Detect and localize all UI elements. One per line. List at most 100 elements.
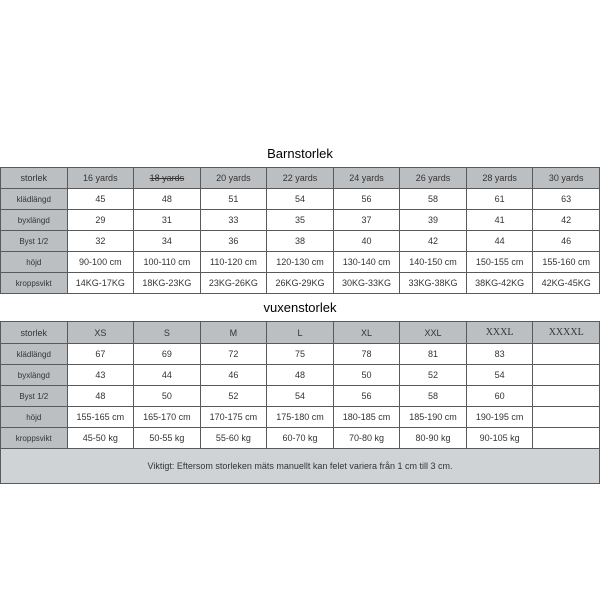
children-cell: 40 xyxy=(333,231,400,252)
adult-cell: 50 xyxy=(333,365,400,386)
children-cell: 61 xyxy=(466,189,533,210)
adult-header: storlek xyxy=(1,322,68,344)
children-row-label: höjd xyxy=(1,252,68,273)
adult-row-label: höjd xyxy=(1,407,68,428)
adult-header: XL xyxy=(333,322,400,344)
adult-cell: 56 xyxy=(333,386,400,407)
adult-cell: 70-80 kg xyxy=(333,428,400,449)
children-header: 20 yards xyxy=(200,168,267,189)
adult-cell: 50 xyxy=(134,386,201,407)
children-row-label: kroppsvikt xyxy=(1,273,68,294)
adult-cell: 67 xyxy=(67,344,134,365)
adult-row: höjd155-165 cm165-170 cm170-175 cm175-18… xyxy=(1,407,600,428)
children-header: 28 yards xyxy=(466,168,533,189)
children-cell: 37 xyxy=(333,210,400,231)
adult-header: S xyxy=(134,322,201,344)
adult-header: XXXXL xyxy=(533,322,600,344)
children-cell: 58 xyxy=(400,189,467,210)
children-cell: 54 xyxy=(267,189,334,210)
children-row: kroppsvikt14KG-17KG18KG-23KG23KG-26KG26K… xyxy=(1,273,600,294)
children-cell: 33KG-38KG xyxy=(400,273,467,294)
adult-cell xyxy=(533,386,600,407)
adult-cell: 58 xyxy=(400,386,467,407)
adult-cell: 175-180 cm xyxy=(267,407,334,428)
children-row: höjd90-100 cm100-110 cm110-120 cm120-130… xyxy=(1,252,600,273)
adult-row-label: byxlängd xyxy=(1,365,68,386)
adult-cell: 44 xyxy=(134,365,201,386)
children-cell: 38KG-42KG xyxy=(466,273,533,294)
children-cell: 42KG-45KG xyxy=(533,273,600,294)
children-cell: 45 xyxy=(67,189,134,210)
adult-cell: 45-50 kg xyxy=(67,428,134,449)
children-cell: 32 xyxy=(67,231,134,252)
adult-table: storlekXSSMLXLXXLXXXLXXXXL klädlängd6769… xyxy=(0,321,600,449)
adult-cell: 190-195 cm xyxy=(466,407,533,428)
adult-row: kroppsvikt45-50 kg50-55 kg55-60 kg60-70 … xyxy=(1,428,600,449)
adult-header: XXL xyxy=(400,322,467,344)
adult-cell xyxy=(533,344,600,365)
adult-cell: 50-55 kg xyxy=(134,428,201,449)
children-cell: 26KG-29KG xyxy=(267,273,334,294)
adult-cell: 80-90 kg xyxy=(400,428,467,449)
measurement-note: Viktigt: Eftersom storleken mäts manuell… xyxy=(0,449,600,484)
adult-cell xyxy=(533,365,600,386)
adult-cell: 52 xyxy=(200,386,267,407)
adult-cell: 60 xyxy=(466,386,533,407)
children-header: 22 yards xyxy=(267,168,334,189)
adult-title: vuxenstorlek xyxy=(0,294,600,321)
children-cell: 46 xyxy=(533,231,600,252)
children-cell: 110-120 cm xyxy=(200,252,267,273)
adult-cell: 75 xyxy=(267,344,334,365)
children-cell: 130-140 cm xyxy=(333,252,400,273)
children-header: storlek xyxy=(1,168,68,189)
adult-cell xyxy=(533,407,600,428)
adult-cell: 78 xyxy=(333,344,400,365)
size-chart: Barnstorlek storlek16 yards18 yards20 ya… xyxy=(0,0,600,484)
children-cell: 42 xyxy=(400,231,467,252)
adult-header: L xyxy=(267,322,334,344)
children-cell: 34 xyxy=(134,231,201,252)
children-cell: 51 xyxy=(200,189,267,210)
children-cell: 23KG-26KG xyxy=(200,273,267,294)
children-header: 24 yards xyxy=(333,168,400,189)
children-row: byxlängd2931333537394142 xyxy=(1,210,600,231)
adult-cell: 55-60 kg xyxy=(200,428,267,449)
adult-row: Byst 1/248505254565860 xyxy=(1,386,600,407)
children-cell: 63 xyxy=(533,189,600,210)
children-row: klädlängd4548515456586163 xyxy=(1,189,600,210)
adult-cell: 54 xyxy=(466,365,533,386)
adult-cell: 69 xyxy=(134,344,201,365)
children-cell: 140-150 cm xyxy=(400,252,467,273)
adult-cell: 180-185 cm xyxy=(333,407,400,428)
adult-cell: 46 xyxy=(200,365,267,386)
adult-row-label: klädlängd xyxy=(1,344,68,365)
adult-row-label: Byst 1/2 xyxy=(1,386,68,407)
adult-row: klädlängd67697275788183 xyxy=(1,344,600,365)
children-cell: 48 xyxy=(134,189,201,210)
adult-cell xyxy=(533,428,600,449)
children-cell: 18KG-23KG xyxy=(134,273,201,294)
adult-cell: 90-105 kg xyxy=(466,428,533,449)
children-cell: 33 xyxy=(200,210,267,231)
children-cell: 150-155 cm xyxy=(466,252,533,273)
children-cell: 36 xyxy=(200,231,267,252)
children-cell: 44 xyxy=(466,231,533,252)
adult-cell: 54 xyxy=(267,386,334,407)
children-cell: 90-100 cm xyxy=(67,252,134,273)
adult-cell: 48 xyxy=(67,386,134,407)
children-cell: 100-110 cm xyxy=(134,252,201,273)
children-header: 18 yards xyxy=(134,168,201,189)
adult-header: XXXL xyxy=(466,322,533,344)
adult-cell: 83 xyxy=(466,344,533,365)
adult-header: XS xyxy=(67,322,134,344)
children-cell: 155-160 cm xyxy=(533,252,600,273)
adult-row: byxlängd43444648505254 xyxy=(1,365,600,386)
adult-cell: 72 xyxy=(200,344,267,365)
adult-header: M xyxy=(200,322,267,344)
adult-cell: 60-70 kg xyxy=(267,428,334,449)
children-cell: 14KG-17KG xyxy=(67,273,134,294)
adult-cell: 52 xyxy=(400,365,467,386)
adult-cell: 185-190 cm xyxy=(400,407,467,428)
children-cell: 39 xyxy=(400,210,467,231)
children-cell: 120-130 cm xyxy=(267,252,334,273)
